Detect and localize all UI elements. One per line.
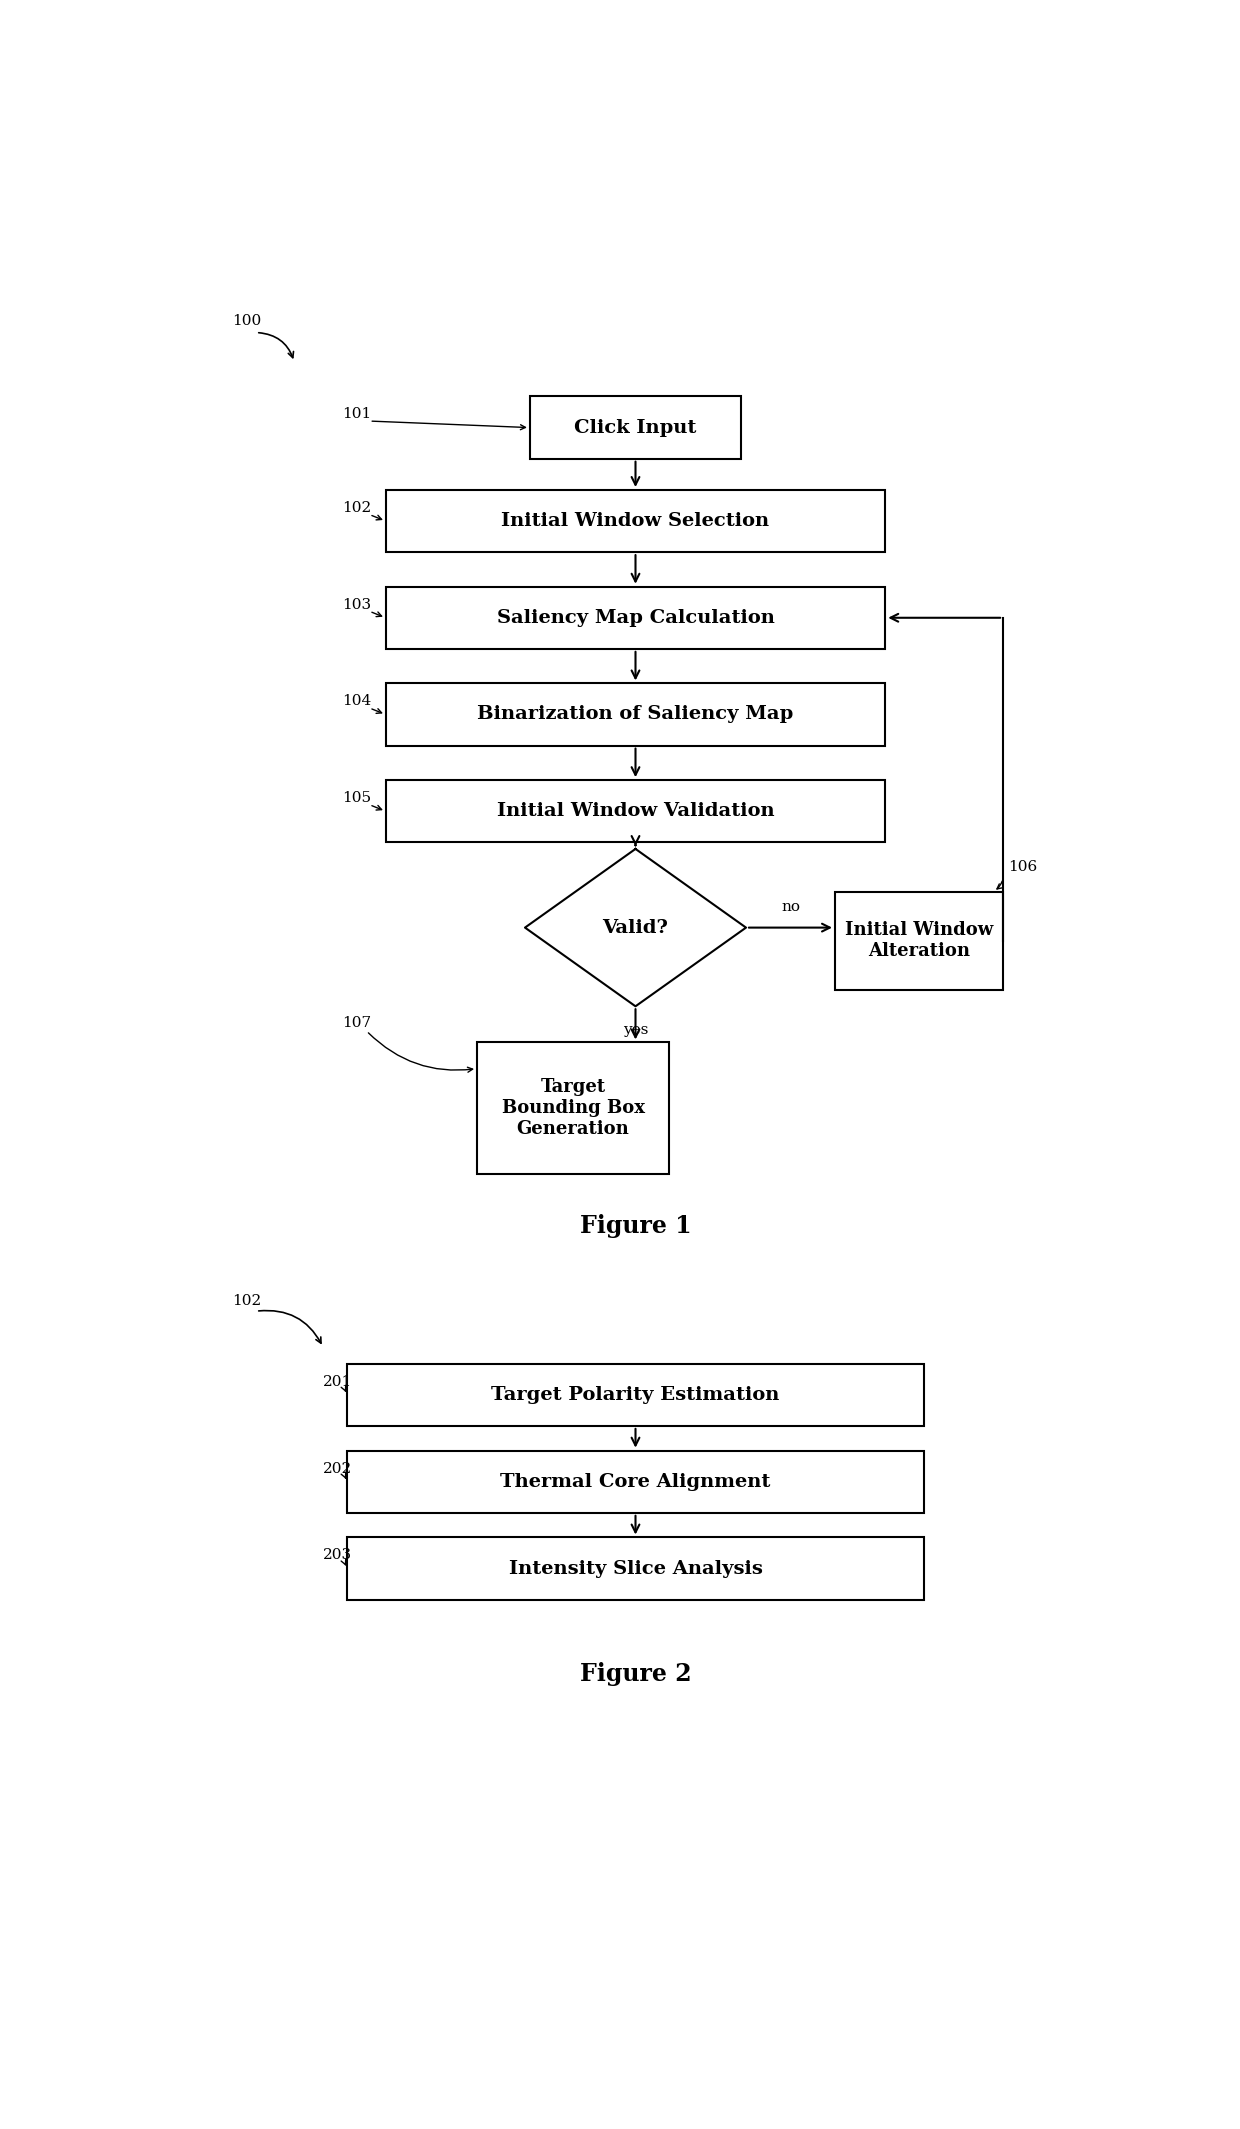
Text: Initial Window Validation: Initial Window Validation [497,803,774,820]
Text: Binarization of Saliency Map: Binarization of Saliency Map [477,705,794,724]
Text: 101: 101 [342,407,372,422]
FancyArrowPatch shape [259,332,294,358]
Text: 105: 105 [342,792,372,805]
FancyArrowPatch shape [372,611,382,617]
Text: Thermal Core Alignment: Thermal Core Alignment [500,1473,771,1490]
FancyBboxPatch shape [386,683,885,745]
FancyArrowPatch shape [372,709,382,713]
Text: Target
Bounding Box
Generation: Target Bounding Box Generation [501,1077,645,1137]
Text: Initial Window
Alteration: Initial Window Alteration [844,922,993,960]
Text: 107: 107 [342,1016,372,1030]
Text: Figure 1: Figure 1 [579,1214,692,1237]
Text: Initial Window Selection: Initial Window Selection [501,513,770,530]
Text: 104: 104 [342,694,372,709]
FancyArrowPatch shape [368,1033,472,1073]
FancyArrowPatch shape [372,422,526,430]
Text: 201: 201 [324,1375,352,1388]
Text: yes: yes [622,1022,649,1037]
Text: Intensity Slice Analysis: Intensity Slice Analysis [508,1561,763,1578]
Text: Valid?: Valid? [603,918,668,937]
Text: Click Input: Click Input [574,419,697,436]
FancyArrowPatch shape [259,1311,321,1343]
FancyArrowPatch shape [341,1471,346,1478]
FancyArrowPatch shape [341,1386,346,1390]
FancyBboxPatch shape [529,396,742,458]
Text: 103: 103 [342,598,372,611]
Text: no: no [781,901,800,915]
Text: 202: 202 [324,1463,352,1475]
FancyArrowPatch shape [372,805,382,809]
FancyArrowPatch shape [341,1558,346,1565]
FancyArrowPatch shape [372,515,382,519]
FancyBboxPatch shape [386,588,885,649]
FancyBboxPatch shape [347,1450,924,1514]
Text: 102: 102 [232,1294,262,1309]
Text: 100: 100 [232,315,262,328]
Text: 106: 106 [1008,860,1037,873]
FancyBboxPatch shape [347,1537,924,1599]
FancyArrowPatch shape [997,881,1002,890]
FancyBboxPatch shape [835,892,1003,990]
FancyBboxPatch shape [386,779,885,843]
Text: 203: 203 [324,1548,352,1563]
Text: Saliency Map Calculation: Saliency Map Calculation [496,609,775,626]
Text: Figure 2: Figure 2 [579,1661,692,1686]
FancyBboxPatch shape [386,490,885,551]
FancyBboxPatch shape [347,1365,924,1426]
Text: 102: 102 [342,500,372,515]
Text: Target Polarity Estimation: Target Polarity Estimation [491,1386,780,1403]
FancyBboxPatch shape [477,1043,670,1173]
